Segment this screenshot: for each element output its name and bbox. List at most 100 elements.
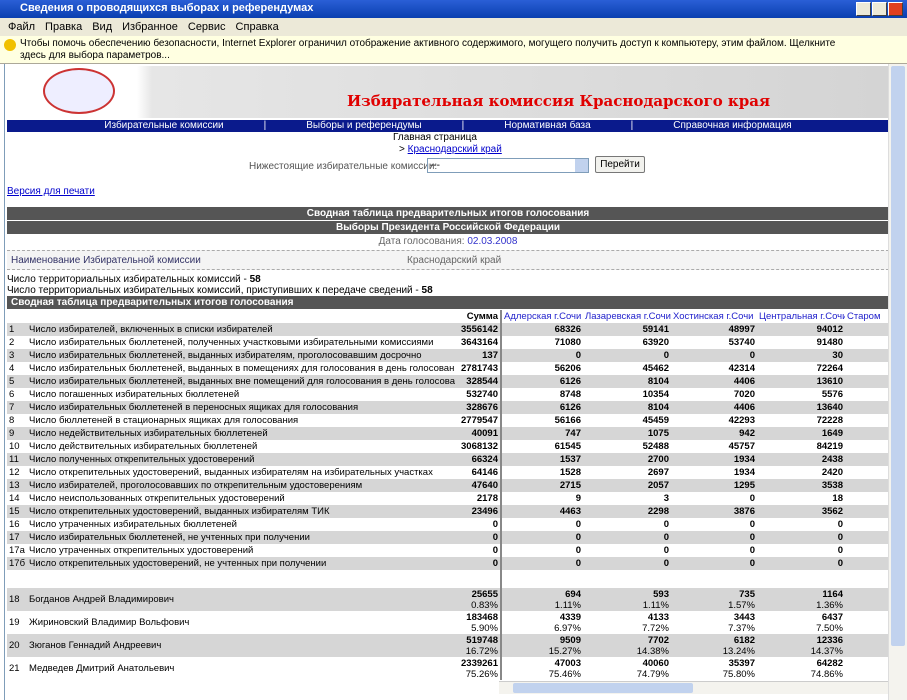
candidate-cell: 735 1.57% — [671, 588, 757, 611]
value-cell: 42293 — [728, 415, 755, 426]
value-cell — [845, 505, 888, 518]
value-cell: 0 — [757, 557, 845, 570]
menu-item[interactable]: Избранное — [122, 21, 178, 33]
go-button[interactable]: Перейти — [595, 156, 645, 173]
value-cell: 2700 — [583, 453, 671, 466]
value-cell: 2298 — [583, 505, 671, 518]
menu-item[interactable]: Файл — [8, 21, 36, 33]
value-cell — [845, 544, 888, 557]
results-table: Сумма Адлерская г.Сочи Лазаревская г.Сочи Х… — [7, 310, 888, 680]
minimize-button[interactable] — [856, 2, 871, 16]
nav-separator: | — [630, 120, 634, 131]
column-header: Лазаревская г.Сочи — [585, 311, 671, 322]
value-cell: 532740 — [466, 389, 498, 400]
value-cell — [845, 362, 888, 375]
vote-count: 2339261 — [461, 657, 498, 669]
page: Избирательная комиссия Краснодарского кр… — [4, 64, 888, 700]
vote-percent: 1.11% — [554, 599, 581, 611]
candidate-cell: 4339 6.97% — [500, 611, 583, 634]
row-number: 7 — [7, 401, 27, 414]
column-header: Центральная г.Сочи — [759, 311, 845, 322]
value-cell: 1075 — [583, 427, 671, 440]
row-number: 5 — [7, 375, 27, 388]
data-row: 8 Число бюллетеней в стационарных ящиках … — [7, 414, 888, 427]
stat-line: Число территориальных избирательных коми… — [7, 274, 433, 285]
value-cell: 3068132 — [461, 441, 498, 452]
data-row: 17б Число открепительных удостоверений, н… — [7, 557, 888, 570]
value-cell: 1934 — [733, 467, 755, 478]
info-text[interactable]: Чтобы помочь обеспечению безопасности, I… — [20, 38, 836, 61]
vote-percent: 7.37% — [728, 622, 755, 634]
row-label: Число утраченных открепительных удостове… — [29, 545, 254, 556]
candidate-cell: 25655 0.83% — [455, 588, 501, 611]
row-label: Число избирательных бюллетеней, выданных… — [27, 375, 455, 388]
vote-count: 35397 — [728, 657, 755, 669]
row-number: 9 — [7, 427, 27, 440]
value-cell: 71080 — [500, 336, 583, 349]
data-row: 2 Число избирательных бюллетеней, получен… — [7, 336, 888, 349]
menu-item[interactable]: Сервис — [187, 21, 226, 33]
info-bar[interactable]: Чтобы помочь обеспечению безопасности, I… — [0, 36, 907, 64]
vscroll-thumb[interactable] — [891, 66, 905, 646]
row-number: 14 — [9, 493, 20, 504]
vote-percent: 75.80% — [722, 668, 755, 680]
value-cell: 45459 — [642, 415, 669, 426]
blank-cell — [583, 570, 671, 588]
hscroll-thumb[interactable] — [513, 683, 693, 693]
column-header: Адлерская г.Сочи — [500, 310, 583, 323]
page-vscroll[interactable] — [888, 64, 907, 700]
row-label: Число бюллетеней в стационарных ящиках д… — [29, 415, 299, 426]
column-header: Старом — [847, 311, 881, 322]
menu-item[interactable]: Правка — [45, 21, 83, 33]
close-button[interactable] — [888, 2, 903, 16]
nav-link[interactable]: Нормативная база — [504, 120, 591, 131]
value-cell: 53740 — [728, 337, 755, 348]
value-cell: 52488 — [642, 441, 669, 452]
nav-link[interactable]: Справочная информация — [673, 120, 792, 131]
data-row: 4 Число избирательных бюллетеней, выданны… — [7, 362, 888, 375]
row-number: 8 — [9, 415, 15, 426]
vote-percent: 13.24% — [722, 645, 755, 657]
nav-link[interactable]: Избирательные комиссии — [104, 120, 224, 131]
table-hscroll[interactable] — [499, 681, 888, 694]
candidate-row: 21 Медведев Дмитрий Анатольевич 2339261 75.… — [7, 657, 888, 680]
table-title: Сводная таблица предварительных итогов г… — [7, 296, 888, 309]
value-cell: 23496 — [455, 505, 501, 518]
menu-item[interactable]: Вид — [92, 21, 113, 33]
value-cell: 747 — [500, 427, 583, 440]
maximize-button[interactable] — [872, 2, 887, 16]
breadcrumb-link[interactable]: Краснодарский край — [407, 144, 502, 155]
row-label: Число полученных открепительных удостове… — [27, 453, 455, 466]
row-number: 4 — [9, 363, 15, 374]
value-cell: 6126 — [500, 375, 583, 388]
value-cell — [845, 388, 888, 401]
value-cell: 8748 — [500, 388, 583, 401]
value-cell: 0 — [500, 531, 583, 544]
value-cell — [845, 323, 888, 336]
value-cell: 63920 — [642, 337, 669, 348]
row-number: 13 — [7, 479, 27, 492]
value-cell: 18 — [832, 493, 843, 504]
column-header: Сумма — [466, 311, 498, 322]
vote-percent: 16.72% — [465, 645, 498, 657]
menu-bar: Файл Правка Вид Избранное Сервис Справка — [0, 18, 907, 36]
value-cell — [845, 531, 888, 544]
vote-count: 47003 — [554, 657, 581, 669]
vote-count: 735 — [739, 588, 755, 600]
header-cell — [27, 310, 455, 323]
value-cell: 0 — [455, 531, 501, 544]
value-cell: 2057 — [583, 479, 671, 492]
blank-cell — [757, 570, 845, 588]
banner-title: Избирательная комиссия Краснодарского кр… — [347, 92, 771, 110]
candidate-cell: 4133 7.72% — [583, 611, 671, 634]
value-cell — [845, 453, 888, 466]
value-cell: 2438 — [757, 453, 845, 466]
blank-cell — [845, 570, 888, 588]
vote-percent: 1.11% — [642, 599, 669, 611]
print-link[interactable]: Версия для печати — [7, 186, 95, 197]
value-cell: 2178 — [476, 493, 498, 504]
menu-item[interactable]: Справка — [235, 21, 279, 33]
subcommission-select[interactable]: --- — [427, 158, 589, 173]
candidate-cell: 183468 5.90% — [455, 611, 501, 634]
nav-link[interactable]: Выборы и референдумы — [306, 120, 422, 131]
